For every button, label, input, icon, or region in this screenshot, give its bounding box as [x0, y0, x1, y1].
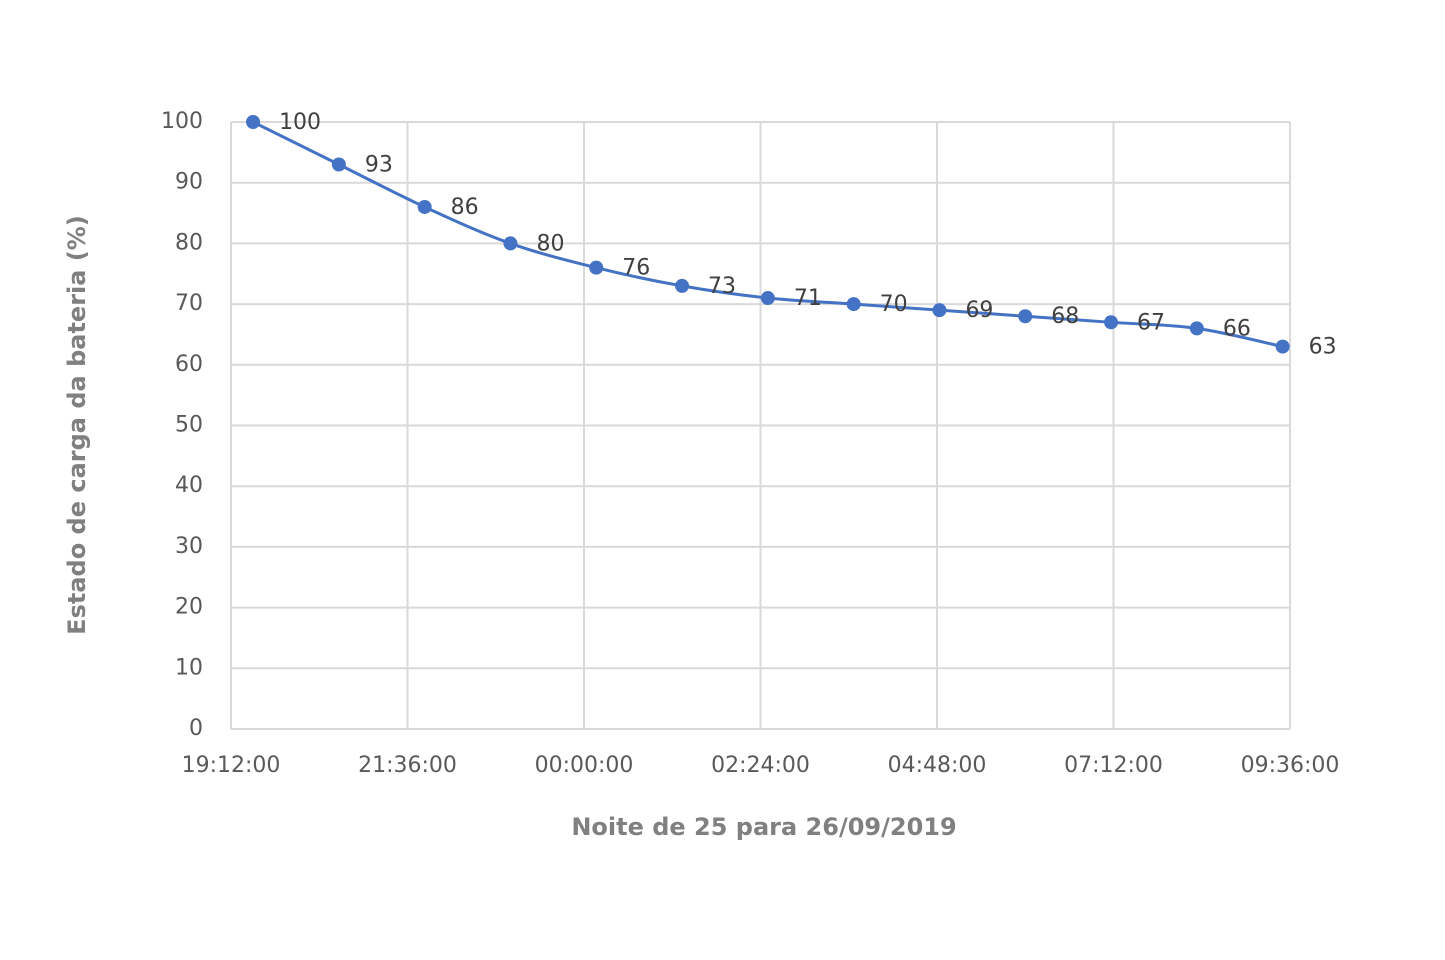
point — [1018, 309, 1033, 324]
x-axis-title: Noite de 25 para 26/09/2019 — [571, 813, 956, 841]
y-tick-label: 50 — [175, 413, 203, 438]
x-tick-label: 04:48:00 — [888, 753, 987, 778]
y-axis-title: Estado de carga da bateria (%) — [63, 215, 91, 635]
data-label: 93 — [365, 152, 393, 177]
point — [846, 297, 861, 312]
data-label: 80 — [536, 231, 564, 256]
x-tick-label: 09:36:00 — [1241, 753, 1340, 778]
y-tick-label: 60 — [175, 352, 203, 377]
data-label: 69 — [965, 298, 993, 323]
point — [932, 303, 947, 318]
point — [589, 260, 604, 275]
point — [331, 157, 346, 172]
data-label: 70 — [880, 292, 908, 317]
data-label: 76 — [622, 256, 650, 281]
x-tick-label: 00:00:00 — [535, 753, 634, 778]
data-label: 71 — [794, 286, 822, 311]
point — [675, 278, 690, 293]
point — [1104, 315, 1119, 330]
y-tick-label: 40 — [175, 473, 203, 498]
data-label: 73 — [708, 274, 736, 299]
data-label: 86 — [451, 195, 479, 220]
y-tick-label: 80 — [175, 230, 203, 255]
point — [1189, 321, 1204, 336]
point — [1275, 339, 1290, 354]
y-tick-label: 20 — [175, 595, 203, 620]
x-tick-label: 07:12:00 — [1064, 753, 1163, 778]
point — [503, 236, 518, 251]
data-label: 67 — [1137, 310, 1165, 335]
point — [760, 291, 775, 306]
data-label: 66 — [1223, 316, 1251, 341]
data-label: 100 — [279, 110, 321, 135]
x-tick-label: 21:36:00 — [358, 753, 457, 778]
point — [246, 115, 261, 129]
x-tick-label: 02:24:00 — [711, 753, 810, 778]
point — [417, 199, 432, 214]
y-tick-label: 100 — [161, 109, 203, 134]
data-label: 68 — [1051, 304, 1079, 329]
data-label: 63 — [1309, 335, 1337, 360]
y-tick-label: 30 — [175, 534, 203, 559]
y-tick-label: 0 — [189, 716, 203, 741]
y-tick-label: 70 — [175, 291, 203, 316]
y-tick-label: 10 — [175, 655, 203, 680]
y-tick-label: 90 — [175, 170, 203, 195]
x-tick-label: 19:12:00 — [182, 753, 281, 778]
